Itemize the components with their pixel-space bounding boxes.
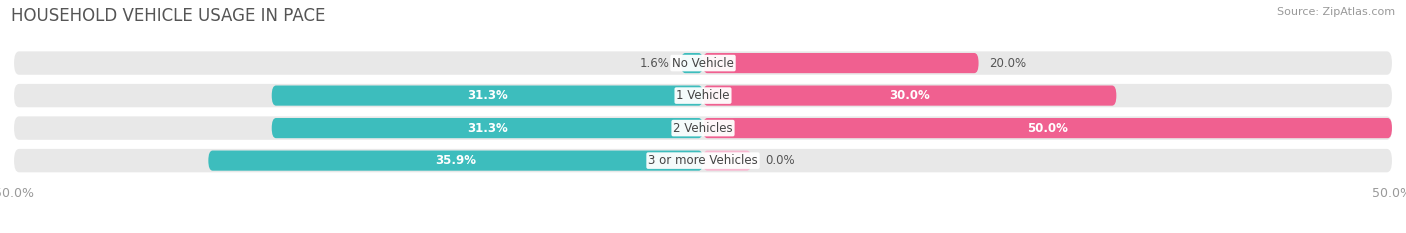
Text: 30.0%: 30.0%: [890, 89, 929, 102]
Legend: Owner-occupied, Renter-occupied: Owner-occupied, Renter-occupied: [579, 230, 827, 233]
FancyBboxPatch shape: [703, 53, 979, 73]
FancyBboxPatch shape: [703, 151, 751, 171]
Text: Source: ZipAtlas.com: Source: ZipAtlas.com: [1277, 7, 1395, 17]
Text: 2 Vehicles: 2 Vehicles: [673, 122, 733, 135]
Text: 3 or more Vehicles: 3 or more Vehicles: [648, 154, 758, 167]
FancyBboxPatch shape: [14, 84, 1392, 107]
FancyBboxPatch shape: [271, 86, 703, 106]
Text: 20.0%: 20.0%: [990, 57, 1026, 70]
Text: 1 Vehicle: 1 Vehicle: [676, 89, 730, 102]
Text: 1.6%: 1.6%: [640, 57, 669, 70]
FancyBboxPatch shape: [208, 151, 703, 171]
Text: 50.0%: 50.0%: [1026, 122, 1069, 135]
FancyBboxPatch shape: [14, 149, 1392, 172]
Text: 31.3%: 31.3%: [467, 122, 508, 135]
Text: 35.9%: 35.9%: [436, 154, 477, 167]
FancyBboxPatch shape: [14, 116, 1392, 140]
FancyBboxPatch shape: [681, 53, 703, 73]
Text: No Vehicle: No Vehicle: [672, 57, 734, 70]
FancyBboxPatch shape: [703, 86, 1116, 106]
FancyBboxPatch shape: [703, 118, 1392, 138]
FancyBboxPatch shape: [271, 118, 703, 138]
Text: 0.0%: 0.0%: [765, 154, 794, 167]
Text: 31.3%: 31.3%: [467, 89, 508, 102]
FancyBboxPatch shape: [14, 51, 1392, 75]
Text: HOUSEHOLD VEHICLE USAGE IN PACE: HOUSEHOLD VEHICLE USAGE IN PACE: [11, 7, 326, 25]
